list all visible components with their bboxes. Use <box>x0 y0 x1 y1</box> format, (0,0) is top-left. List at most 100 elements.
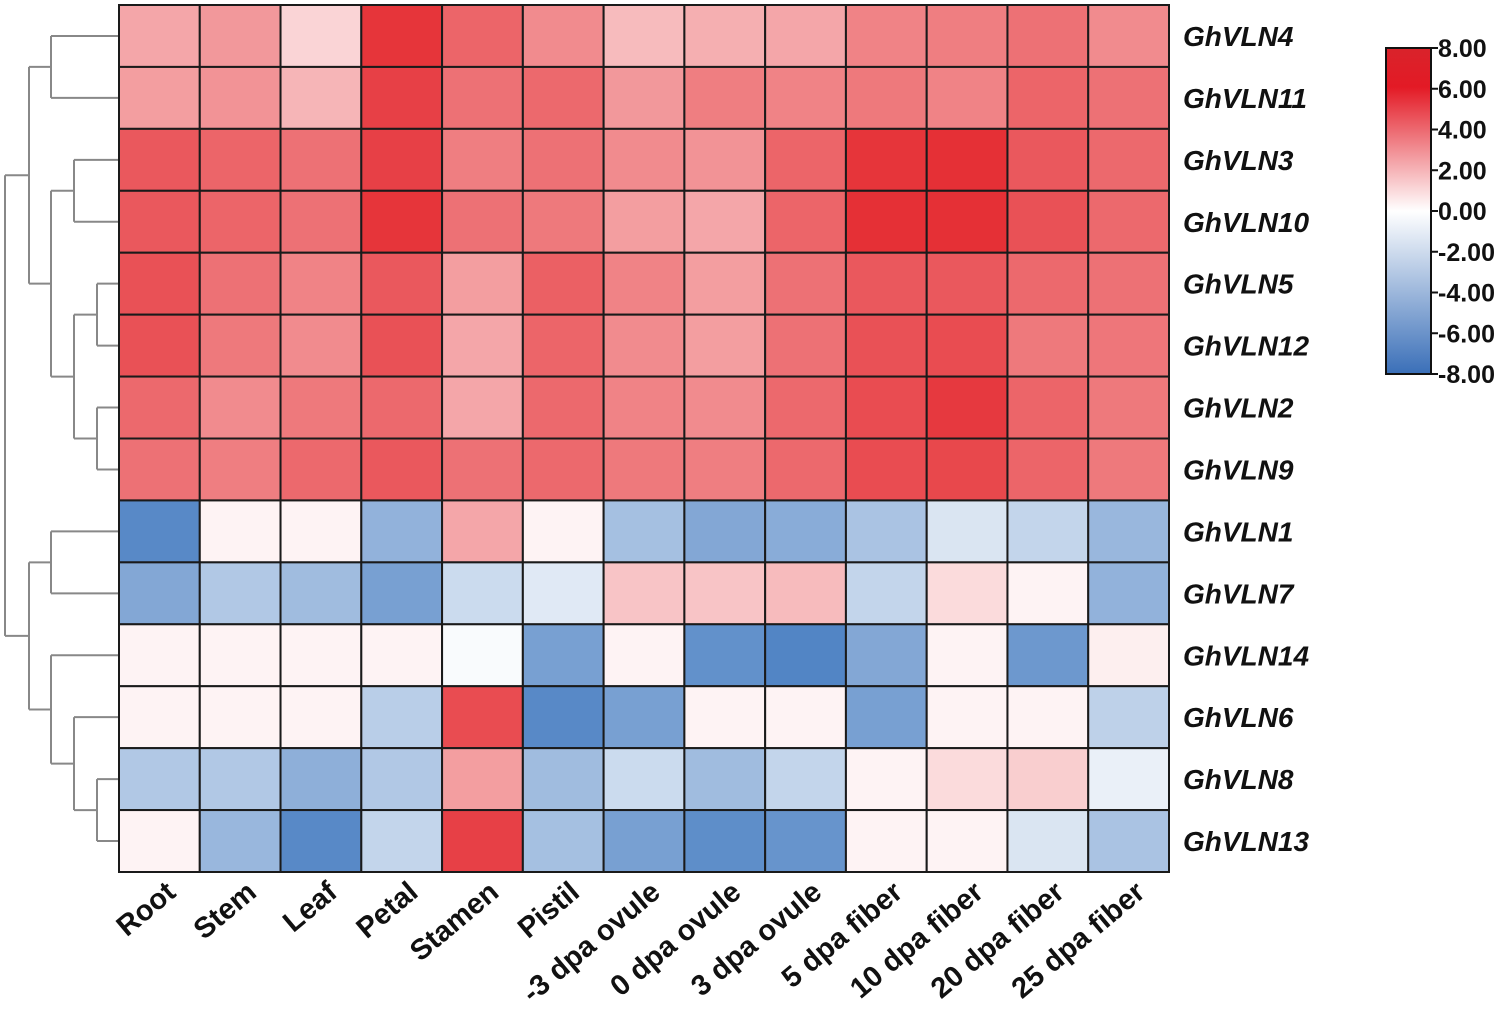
heatmap-cell <box>1087 437 1170 502</box>
heatmap-cell <box>1087 685 1170 750</box>
heatmap-cell <box>279 747 363 812</box>
heatmap-cell <box>360 685 444 750</box>
heatmap-cell <box>118 561 201 626</box>
heatmap-cell <box>1087 809 1170 873</box>
heatmap-cell <box>925 623 1009 688</box>
heatmap-cell <box>683 313 767 378</box>
heatmap-cell <box>360 561 444 626</box>
heatmap-cell <box>1087 65 1170 130</box>
heatmap-cell <box>1006 4 1090 68</box>
heatmap-cell <box>683 685 767 750</box>
heatmap-cell <box>683 623 767 688</box>
column-label: Leaf <box>277 876 344 939</box>
heatmap-cell <box>683 561 767 626</box>
row-label: GhVLN9 <box>1183 454 1294 485</box>
colorbar-tick-label: 6.00 <box>1438 76 1487 104</box>
heatmap-cell <box>1006 623 1090 688</box>
heatmap-cell <box>1006 499 1090 564</box>
heatmap-cell <box>118 499 201 564</box>
heatmap-cell <box>602 375 686 440</box>
row-label: GhVLN10 <box>1183 207 1309 238</box>
heatmap-cell <box>279 313 363 378</box>
heatmap-cell <box>925 499 1009 564</box>
heatmap-cell <box>521 809 605 873</box>
heatmap-cell <box>198 375 282 440</box>
heatmap-cell <box>441 561 524 626</box>
heatmap-cell <box>683 499 767 564</box>
heatmap-cell <box>844 375 928 440</box>
heatmap-cell <box>925 189 1009 254</box>
heatmap-cell <box>844 189 928 254</box>
heatmap-cell <box>764 4 847 68</box>
heatmap-cell <box>844 437 928 502</box>
heatmap-cell <box>764 499 847 564</box>
heatmap-cell <box>279 437 363 502</box>
heatmap-cell <box>441 809 524 873</box>
heatmap-cell <box>198 65 282 130</box>
heatmap-cell <box>279 623 363 688</box>
heatmap-cell <box>764 747 847 812</box>
heatmap-cell <box>925 4 1009 68</box>
heatmap-cell <box>683 4 767 68</box>
heatmap-cell <box>360 189 444 254</box>
heatmap-cell <box>521 4 605 68</box>
heatmap-cell <box>925 809 1009 873</box>
heatmap-cell <box>1087 623 1170 688</box>
heatmap-cell <box>683 747 767 812</box>
colorbar: 8.00 6.00 4.00 2.00 0.00 -2.00 -4.00 -6.00 -8.00 <box>1385 35 1495 389</box>
heatmap-cell <box>844 4 928 68</box>
heatmap-cell <box>198 313 282 378</box>
heatmap-cell <box>1006 313 1090 378</box>
heatmap-cell <box>441 313 524 378</box>
colorbar-tick-label: -6.00 <box>1438 320 1495 348</box>
column-label: Stamen <box>404 876 505 968</box>
colorbar-tick-label: 0.00 <box>1438 198 1487 226</box>
heatmap-cell <box>925 375 1009 440</box>
heatmap-cell <box>118 313 201 378</box>
heatmap-cell <box>441 685 524 750</box>
heatmap-cell <box>764 809 847 873</box>
heatmap-cell <box>279 375 363 440</box>
heatmap-cell <box>521 561 605 626</box>
heatmap-cell <box>360 251 444 316</box>
colorbar-gradient <box>1385 47 1432 375</box>
heatmap-cell <box>844 747 928 812</box>
heatmap-cell <box>279 499 363 564</box>
heatmap-cell <box>683 809 767 873</box>
heatmap-cell <box>118 685 201 750</box>
heatmap-cell <box>925 65 1009 130</box>
heatmap-cell <box>360 65 444 130</box>
heatmap-cell <box>521 375 605 440</box>
heatmap-cell <box>360 313 444 378</box>
row-label: GhVLN14 <box>1183 640 1309 671</box>
heatmap-cell <box>1006 561 1090 626</box>
heatmap-cell <box>279 4 363 68</box>
heatmap-cell <box>198 623 282 688</box>
heatmap-cell <box>118 251 201 316</box>
heatmap-cell <box>925 127 1009 192</box>
heatmap-cell <box>441 251 524 316</box>
heatmap-cell <box>118 375 201 440</box>
heatmap-cell <box>602 685 686 750</box>
heatmap-cell <box>602 251 686 316</box>
heatmap-cell <box>844 251 928 316</box>
heatmap-cell <box>118 127 201 192</box>
heatmap-cell <box>764 251 847 316</box>
heatmap-cell <box>198 561 282 626</box>
heatmap-cell <box>118 65 201 130</box>
heatmap-cell <box>764 65 847 130</box>
colorbar-tick-label: 4.00 <box>1438 117 1487 145</box>
heatmap-cell <box>279 809 363 873</box>
heatmap-cell <box>925 747 1009 812</box>
heatmap-cell <box>521 623 605 688</box>
heatmap-cells <box>118 4 1170 873</box>
row-label: GhVLN8 <box>1183 764 1294 795</box>
heatmap-cell <box>118 437 201 502</box>
heatmap-cell <box>925 685 1009 750</box>
heatmap-cell <box>683 189 767 254</box>
heatmap-cell <box>764 437 847 502</box>
row-label: GhVLN1 <box>1183 516 1293 547</box>
heatmap-cell <box>1087 313 1170 378</box>
heatmap-cell <box>521 65 605 130</box>
